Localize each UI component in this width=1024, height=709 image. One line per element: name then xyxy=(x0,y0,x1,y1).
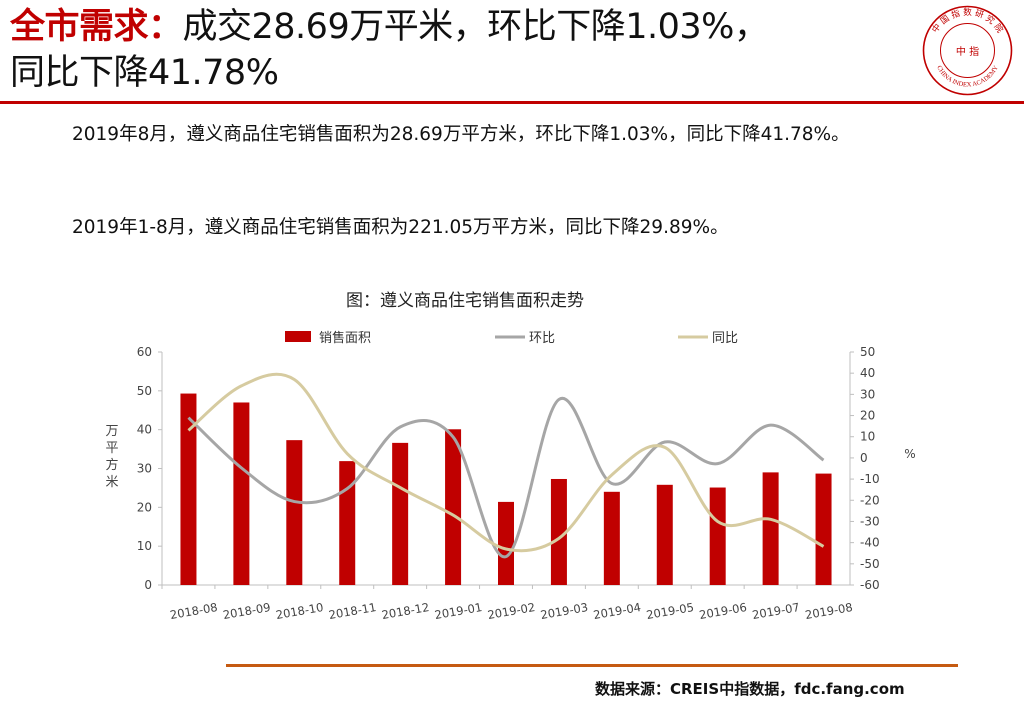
title-prefix: 全市需求： xyxy=(10,7,183,47)
right-tick-label: 10 xyxy=(860,430,875,444)
x-tick-label: 2019-06 xyxy=(698,600,748,622)
x-tick-label: 2019-04 xyxy=(592,600,642,622)
right-tick-label: -60 xyxy=(860,578,880,592)
legend-label: 销售面积 xyxy=(319,330,371,346)
bar-2018-10 xyxy=(286,440,303,585)
title-line1: 成交28.69万平米，环比下降1.03%， xyxy=(182,7,769,47)
x-tick-label: 2019-08 xyxy=(804,600,854,622)
right-tick-label: 30 xyxy=(860,387,875,401)
x-tick-label: 2019-03 xyxy=(539,600,589,622)
bar-2018-11 xyxy=(339,461,356,585)
paragraph-summary-ytd: 2019年1-8月，遵义商品住宅销售面积为221.05万平方米，同比下降29.8… xyxy=(72,217,729,238)
x-tick-label: 2018-11 xyxy=(328,600,378,622)
bar-2019-03 xyxy=(550,478,567,585)
right-tick-label: 40 xyxy=(860,366,875,380)
combo-chart: 图：遵义商品住宅销售面积走势 销售面积 环比 同比 0 10 20 30 40 50 60 50 4… xyxy=(105,291,915,622)
title-divider xyxy=(0,101,1024,104)
right-tick-label: -40 xyxy=(860,536,880,550)
left-tick-label: 50 xyxy=(137,384,152,398)
chart-title: 图：遵义商品住宅销售面积走势 xyxy=(346,291,584,311)
left-tick-label: 60 xyxy=(137,345,152,359)
bar-2018-08 xyxy=(180,393,197,585)
x-tick-label: 2018-12 xyxy=(381,600,431,622)
right-tick-label: 20 xyxy=(860,409,875,423)
legend-label: 同比 xyxy=(712,331,738,346)
footer-divider xyxy=(226,664,958,667)
logo-ring-text: CHINA INDEX ACADEMY xyxy=(935,64,1000,88)
right-tick-label: -30 xyxy=(860,514,880,528)
left-tick-label: 20 xyxy=(137,500,152,514)
bar-2019-01 xyxy=(445,429,462,585)
right-tick-label: 0 xyxy=(860,451,868,465)
right-tick-label: -50 xyxy=(860,557,880,571)
bar-2019-06 xyxy=(709,487,726,585)
bar-2019-07 xyxy=(762,472,779,585)
y-axis-label: 万平方米 xyxy=(105,424,118,490)
chart-legend: 销售面积 环比 同比 xyxy=(285,330,738,346)
x-tick-label: 2019-07 xyxy=(751,600,801,622)
logo-top-text: 中 国 指 数 研 究 院 xyxy=(930,7,1006,35)
x-tick-label: 2019-01 xyxy=(434,600,484,622)
page-title: 全市需求：成交28.69万平米，环比下降1.03%， 同比下降41.78% xyxy=(10,4,915,96)
bar-2019-04 xyxy=(603,491,620,585)
right-tick-label: -10 xyxy=(860,472,880,486)
left-tick-label: 0 xyxy=(144,578,152,592)
bar-2019-02 xyxy=(498,501,514,585)
right-tick-label: -20 xyxy=(860,493,880,507)
logo: 中 国 指 数 研 究 院 CHINA INDEX ACADEMY 中 指 xyxy=(922,5,1013,96)
line-series xyxy=(187,372,825,559)
bar-2019-08 xyxy=(815,473,832,585)
data-source: 数据来源：CREIS中指数据，fdc.fang.com xyxy=(595,680,905,698)
x-tick-label: 2018-09 xyxy=(222,600,272,622)
bar-2018-09 xyxy=(233,402,250,585)
logo-center-text: 中 指 xyxy=(956,45,979,58)
x-tick-label: 2019-02 xyxy=(486,600,536,622)
left-tick-label: 30 xyxy=(137,462,152,476)
right-tick-label: 50 xyxy=(860,345,875,359)
legend-swatch-bar xyxy=(285,331,311,342)
x-tick-label: 2018-10 xyxy=(275,600,325,622)
title-line2: 同比下降41.78% xyxy=(10,53,279,93)
bar-2019-05 xyxy=(656,484,673,585)
legend-label: 环比 xyxy=(529,331,555,346)
bar-2018-12 xyxy=(392,442,409,585)
line-yoy xyxy=(187,372,825,553)
x-tick-label: 2018-08 xyxy=(169,600,219,622)
y2-axis-label: % xyxy=(904,447,915,461)
x-tick-label: 2019-05 xyxy=(645,600,695,622)
left-tick-label: 40 xyxy=(137,423,152,437)
paragraph-summary-month: 2019年8月，遵义商品住宅销售面积为28.69万平方米，环比下降1.03%，同… xyxy=(72,124,850,145)
left-tick-label: 10 xyxy=(137,539,152,553)
